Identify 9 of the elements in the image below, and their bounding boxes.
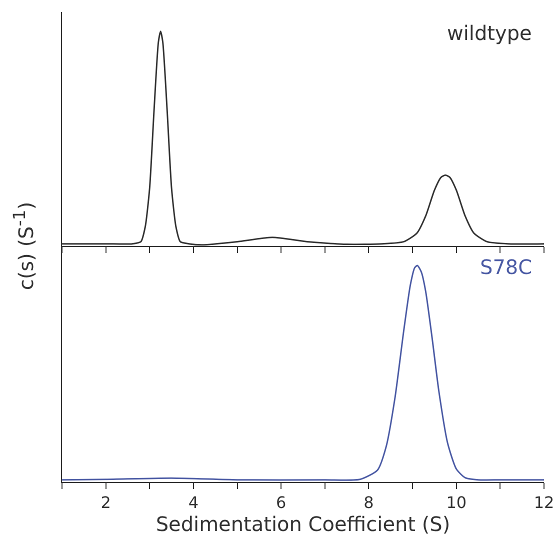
text: S78C: [480, 255, 532, 279]
x-tick-label: 12: [534, 493, 554, 512]
x-tick-label: 4: [188, 493, 199, 512]
x-tick-label: 6: [276, 493, 286, 512]
x-axis-title: Sedimentation Coefficient (S): [156, 512, 450, 536]
x-tick-label: 10: [446, 493, 467, 512]
text: wildtype: [447, 21, 532, 45]
x-tick-label: 8: [364, 493, 374, 512]
x-tick-label: 2: [100, 493, 111, 512]
